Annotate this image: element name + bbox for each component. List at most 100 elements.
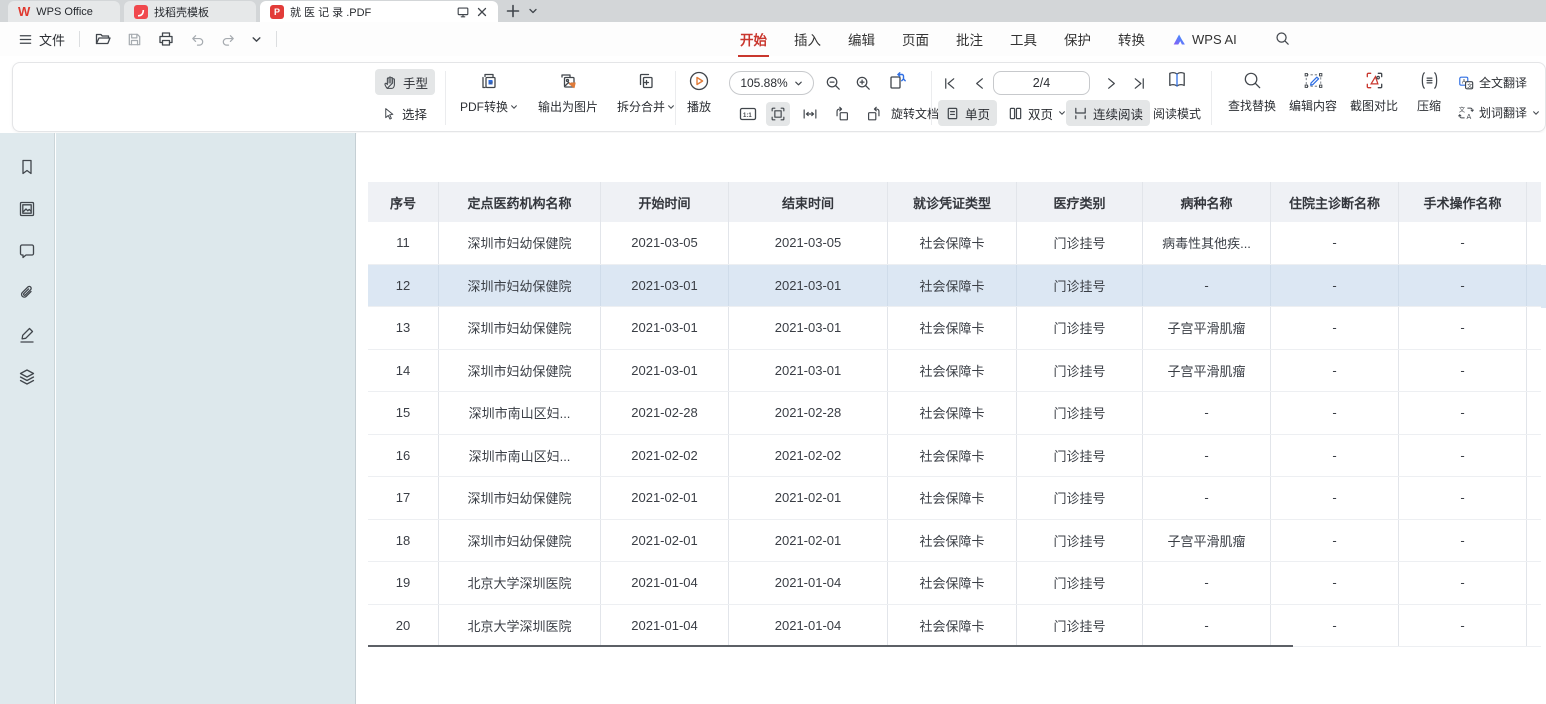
zoom-in-button[interactable] <box>851 71 875 95</box>
table-cell: - <box>1399 604 1527 646</box>
save-icon[interactable] <box>126 31 143 48</box>
table-row[interactable]: 13 深圳市妇幼保健院 2021-03-01 2021-03-01 社会保障卡 门诊挂号子… <box>368 307 1541 350</box>
undo-icon[interactable] <box>189 31 206 48</box>
pdf-page[interactable]: 序号 定点医药机构名称 开始时间 结束时间 就诊凭证类型 医疗类别 病种名称 住院主诊断名称手… <box>357 133 1546 704</box>
prev-page-button[interactable] <box>968 71 990 95</box>
divider <box>276 31 278 47</box>
table-row[interactable]: 11 深圳市妇幼保健院 2021-03-05 2021-03-05 社会保障卡 门诊挂号病… <box>368 222 1541 265</box>
redo-icon[interactable] <box>220 31 237 48</box>
tab-label: 找稻壳模板 <box>154 6 209 19</box>
table-cell: 门诊挂号 <box>1017 307 1143 349</box>
play-button[interactable]: 播放 <box>679 69 719 115</box>
actual-size-button[interactable]: 1:1 <box>736 102 760 126</box>
rotate-document-button[interactable] <box>885 69 909 93</box>
new-tab-icon[interactable] <box>506 4 520 18</box>
table-row[interactable]: 20 北京大学深圳医院 2021-01-04 2021-01-04 社会保障卡 门诊挂号 -… <box>368 604 1541 647</box>
zoom-level-select[interactable]: 105.88% <box>729 71 814 95</box>
single-page-button[interactable]: 单页 <box>938 100 998 126</box>
fit-page-button[interactable] <box>766 102 790 126</box>
thumbnail-icon[interactable] <box>17 199 37 219</box>
bookmark-icon[interactable] <box>17 157 37 177</box>
table-row[interactable]: 14 深圳市妇幼保健院 2021-03-01 2021-03-01 社会保障卡 门诊挂号子… <box>368 349 1541 392</box>
fit-width-button[interactable] <box>798 102 822 126</box>
layers-icon[interactable] <box>17 367 37 387</box>
column-header: 手术操作名称 <box>1399 182 1527 222</box>
divider <box>79 31 81 47</box>
compress-button[interactable]: 压缩 <box>1407 69 1451 114</box>
rotate-document-label-button[interactable]: 旋转文档 <box>891 105 939 122</box>
edit-content-button[interactable]: 编辑内容 <box>1277 69 1349 114</box>
table-row[interactable]: 17 深圳市妇幼保健院 2021-02-01 2021-02-01 社会保障卡 门诊挂号 -… <box>368 477 1541 520</box>
split-merge-button[interactable]: 拆分合并 <box>609 69 683 115</box>
table-row[interactable]: 16 深圳市南山区妇... 2021-02-02 2021-02-02 社会保障卡 门诊挂… <box>368 434 1541 477</box>
menu-tab-protect[interactable]: 保护 <box>1064 33 1091 48</box>
menu-tab-comment[interactable]: 批注 <box>956 33 983 48</box>
rotate-right-button[interactable] <box>862 102 886 126</box>
find-replace-button[interactable]: 查找替换 <box>1216 69 1288 114</box>
table-cell: 2021-03-01 <box>601 307 729 349</box>
table-cell <box>1527 307 1541 349</box>
table-cell: - <box>1271 307 1399 349</box>
table-cell: - <box>1143 264 1271 306</box>
tab-docer-templates[interactable]: 找稻壳模板 <box>124 1 256 22</box>
cursor-icon <box>385 107 394 120</box>
divider <box>675 71 676 125</box>
table-row[interactable]: 12 深圳市妇幼保健院 2021-03-01 2021-03-01 社会保障卡 门诊挂号 -… <box>368 264 1541 307</box>
close-icon[interactable] <box>476 6 488 18</box>
table-cell: 门诊挂号 <box>1017 222 1143 264</box>
table-cell: 18 <box>368 519 439 561</box>
play-icon <box>689 71 709 91</box>
table-row[interactable]: 15 深圳市南山区妇... 2021-02-28 2021-02-28 社会保障卡 门诊挂… <box>368 392 1541 435</box>
chevron-down-icon <box>668 104 674 109</box>
column-header: 病种名称 <box>1143 182 1271 222</box>
tab-document-active[interactable]: P 就 医 记 录 .PDF <box>260 1 498 22</box>
menu-tab-insert[interactable]: 插入 <box>794 33 821 48</box>
table-cell: - <box>1399 562 1527 604</box>
table-row[interactable]: 19 北京大学深圳医院 2021-01-04 2021-01-04 社会保障卡 门诊挂号 -… <box>368 562 1541 605</box>
first-page-button[interactable] <box>938 71 960 95</box>
pdf-convert-button[interactable]: W PDF转换 <box>451 69 527 115</box>
divider <box>1211 71 1212 125</box>
fit-width-icon <box>803 109 817 119</box>
menu-tab-page[interactable]: 页面 <box>902 33 929 48</box>
quick-access-chevron-icon[interactable] <box>251 34 262 45</box>
continuous-reading-button[interactable]: 连续阅读 <box>1066 100 1151 126</box>
svg-text:A: A <box>1466 113 1471 121</box>
tab-list-chevron-icon[interactable] <box>528 6 538 16</box>
attachment-icon[interactable] <box>17 283 37 303</box>
monitor-icon[interactable] <box>456 5 470 19</box>
table-row[interactable]: 18 深圳市妇幼保健院 2021-02-01 2021-02-01 社会保障卡 门诊挂号子… <box>368 519 1541 562</box>
double-page-button[interactable]: 双页 <box>1001 100 1073 126</box>
menu-tab-home[interactable]: 开始 <box>738 29 769 57</box>
page-indicator-input[interactable]: 2/4 <box>993 71 1090 95</box>
menu-tab-edit[interactable]: 编辑 <box>848 33 875 48</box>
pdf-file-icon: P <box>270 4 284 19</box>
screenshot-compare-button[interactable]: 截图对比 <box>1338 69 1410 114</box>
file-menu[interactable]: 文件 <box>18 30 65 49</box>
search-icon[interactable] <box>1274 30 1291 47</box>
tab-wps-office[interactable]: W WPS Office <box>8 1 120 22</box>
table-cell: - <box>1271 434 1399 476</box>
wps-ai-button[interactable]: WPS AI <box>1172 32 1237 47</box>
navigation-panel[interactable] <box>56 133 356 704</box>
open-folder-icon[interactable] <box>94 30 112 48</box>
last-page-button[interactable] <box>1128 71 1150 95</box>
next-page-button[interactable] <box>1100 71 1122 95</box>
print-icon[interactable] <box>157 30 175 48</box>
select-tool-button[interactable]: 选择 <box>375 100 434 126</box>
hand-tool-button[interactable]: 手型 <box>375 69 436 95</box>
export-image-button[interactable]: 输出为图片 <box>527 69 609 115</box>
table-cell <box>1527 520 1541 562</box>
rotate-left-button[interactable] <box>830 102 854 126</box>
menu-tab-tools[interactable]: 工具 <box>1010 33 1037 48</box>
menu-tab-convert[interactable]: 转换 <box>1118 33 1145 48</box>
comment-icon[interactable] <box>17 241 37 261</box>
reading-mode-icon-button[interactable] <box>1163 68 1191 92</box>
reading-mode-button[interactable]: 阅读模式 <box>1153 105 1201 122</box>
export-image-icon <box>561 74 576 89</box>
zoom-out-button[interactable] <box>821 71 845 95</box>
table-cell: 2021-01-04 <box>729 562 888 604</box>
signature-icon[interactable] <box>17 325 37 345</box>
